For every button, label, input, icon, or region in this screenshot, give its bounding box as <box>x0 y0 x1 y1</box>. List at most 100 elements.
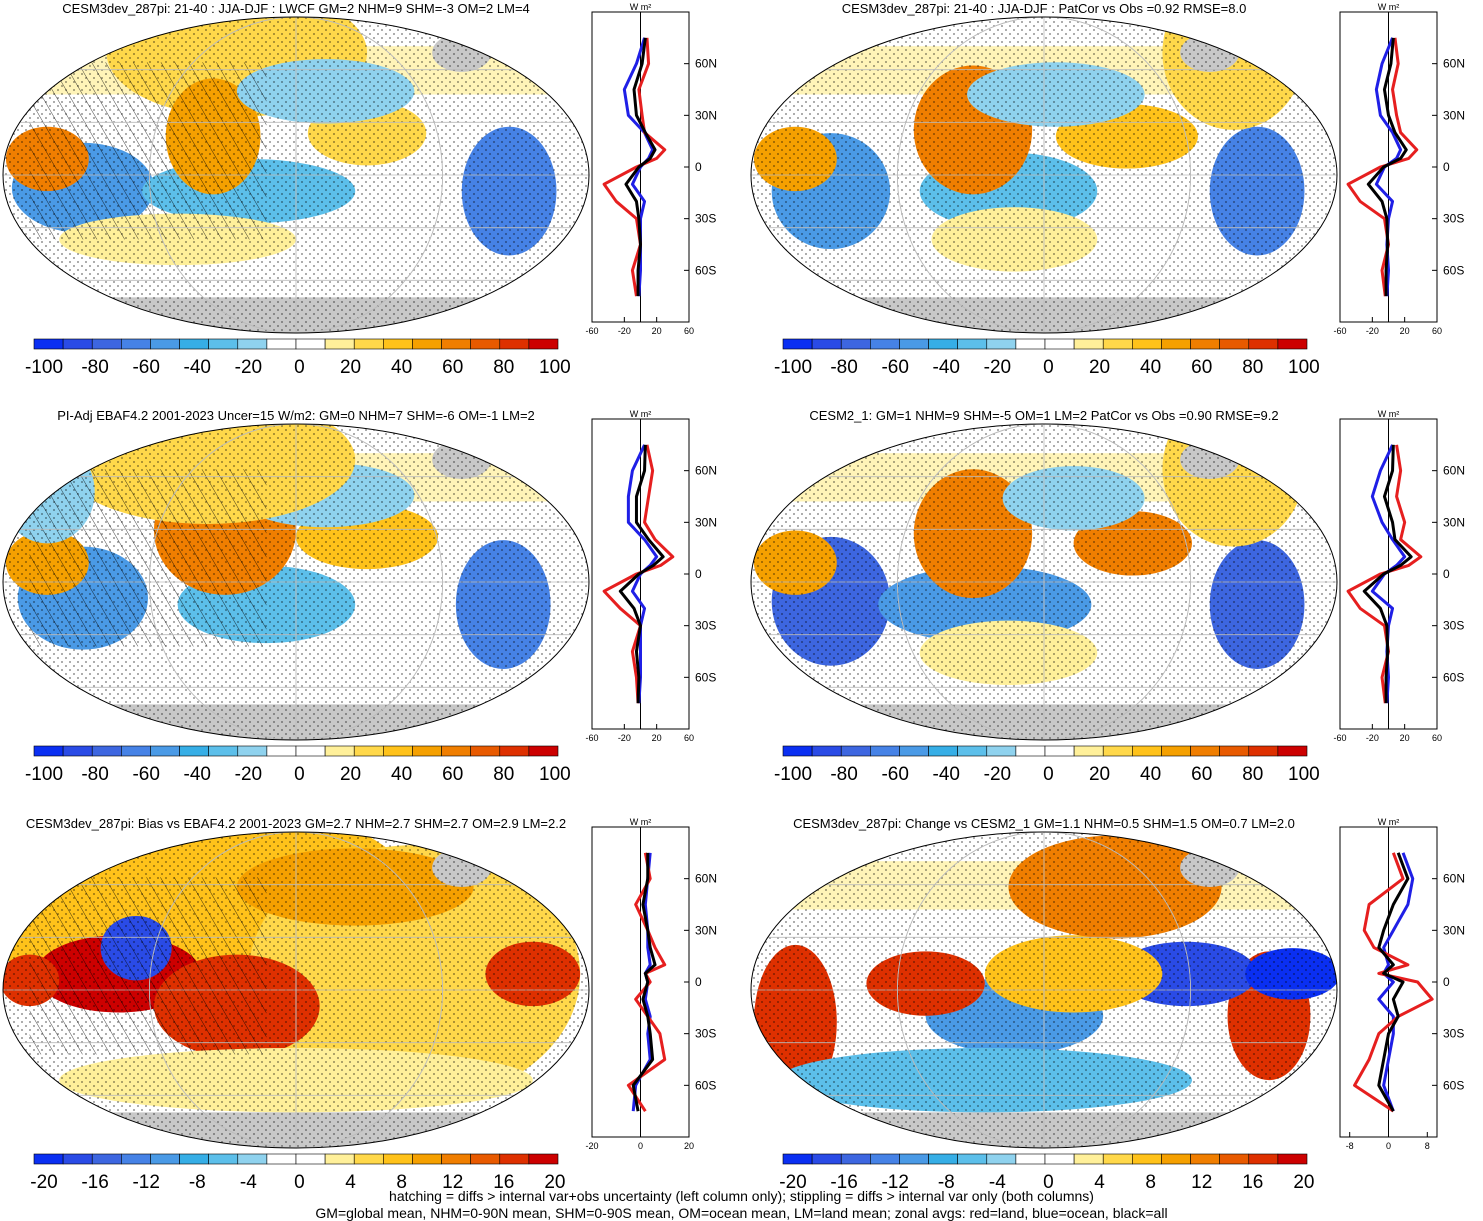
x-tick-label: -20 <box>585 1141 598 1151</box>
x-tick-label: 20 <box>1400 326 1410 336</box>
colorbar-tick-label: 80 <box>493 764 514 785</box>
x-tick-label: -60 <box>585 733 598 743</box>
colorbar-tick-label: 20 <box>1089 764 1110 785</box>
colorbar-swatch <box>1161 338 1191 350</box>
colorbar-swatch <box>412 338 442 350</box>
colorbar-swatch <box>928 1153 958 1165</box>
colorbar-swatch <box>928 745 958 757</box>
colorbar-swatch <box>441 1153 471 1165</box>
colorbar-swatch <box>266 745 297 757</box>
zonal-line-all <box>1377 852 1410 1112</box>
colorbar-tick-label: 80 <box>1242 357 1263 378</box>
colorbar-swatch <box>1102 745 1133 757</box>
colorbar-tick-label: -40 <box>184 764 211 785</box>
colorbar-swatch <box>295 1153 326 1165</box>
colorbar-tick-label: 12 <box>442 1172 463 1193</box>
lat-tick-label: 30N <box>695 923 717 937</box>
lat-tick-label: 60S <box>695 263 716 277</box>
colorbar-swatch <box>811 338 842 350</box>
panel-title: CESM3dev_287pi: Change vs CESM2_1 GM=1.1… <box>793 816 1295 831</box>
colorbar-tick-label: -16 <box>830 1172 857 1193</box>
hatching <box>29 877 267 1055</box>
map <box>751 832 1337 1148</box>
zonal-line-all <box>1366 37 1408 297</box>
colorbar-tick-label: -8 <box>189 1172 206 1193</box>
lat-tick-label: 30N <box>1443 515 1465 529</box>
x-tick-label: 60 <box>684 326 694 336</box>
colorbar-tick-label: 8 <box>396 1172 407 1193</box>
zonal-mean-plot: W m² -20 0 20 60N 30N 0 30S 60S <box>585 817 717 1151</box>
colorbar-swatch <box>1248 1153 1279 1165</box>
colorbar-swatch <box>1190 1153 1220 1165</box>
colorbar-swatch <box>811 745 842 757</box>
colorbar: -100 -80 -60 -40 -20 0 20 40 60 80 100 <box>25 338 571 378</box>
colorbar-swatch <box>266 1153 297 1165</box>
lat-tick-label: 60S <box>1443 1078 1464 1092</box>
colorbar-tick-label: -4 <box>240 1172 257 1193</box>
lat-tick-label: 0 <box>695 975 702 989</box>
colorbar-swatch <box>1044 338 1075 350</box>
panel-5: CESM3dev_287pi: Bias vs EBAF4.2 2001-202… <box>2 816 717 1193</box>
colorbar-swatch <box>499 745 530 757</box>
colorbar-swatch <box>33 745 64 757</box>
lat-tick-label: 30S <box>695 1027 716 1041</box>
colorbar-tick-label: 80 <box>1242 764 1263 785</box>
colorbar-swatch <box>928 338 958 350</box>
lat-tick-label: 0 <box>1443 567 1450 581</box>
map <box>751 424 1337 740</box>
colorbar-tick-label: 80 <box>493 357 514 378</box>
graticule-line <box>148 424 444 740</box>
colorbar-swatch <box>782 338 813 350</box>
zonal-line-all <box>618 444 665 704</box>
zonal-line-ocean <box>1377 852 1415 1112</box>
colorbar-tick-label: -40 <box>184 357 211 378</box>
colorbar-swatch <box>1248 745 1279 757</box>
colorbar-tick-label: 60 <box>1191 357 1212 378</box>
colorbar-swatch <box>1073 338 1104 350</box>
map-border <box>2 831 590 1149</box>
graticule-line <box>148 832 444 1148</box>
colorbar-tick-label: -4 <box>989 1172 1006 1193</box>
colorbar-tick-label: -80 <box>81 357 108 378</box>
lat-tick-label: 60N <box>695 57 717 71</box>
zonal-line-ocean <box>626 444 659 704</box>
colorbar-swatch <box>324 745 355 757</box>
colorbar-swatch <box>782 1153 813 1165</box>
lat-tick-label: 30N <box>1443 923 1465 937</box>
lat-tick-label: 60S <box>695 1078 716 1092</box>
colorbar-swatch <box>528 745 559 757</box>
colorbar-tick-label: -20 <box>30 1172 57 1193</box>
colorbar-tick-label: -60 <box>132 357 159 378</box>
colorbar-swatch <box>840 745 871 757</box>
colorbar-tick-label: -40 <box>933 357 960 378</box>
colorbar-swatch <box>179 1153 209 1165</box>
panel-3: PI-Adj EBAF4.2 2001-2023 Uncer=15 W/m2: … <box>2 408 717 785</box>
x-tick-label: -20 <box>618 733 631 743</box>
colorbar-tick-label: -12 <box>881 1172 908 1193</box>
colorbar-tick-label: 16 <box>1242 1172 1263 1193</box>
colorbar-swatch <box>782 745 813 757</box>
colorbar-swatch <box>899 1153 929 1165</box>
colorbar-tick-label: 40 <box>391 357 412 378</box>
x-tick-label: 60 <box>684 733 694 743</box>
lat-tick-label: 30N <box>695 108 717 122</box>
colorbar-swatch <box>499 1153 530 1165</box>
lat-tick-label: 0 <box>1443 975 1450 989</box>
map-border <box>2 423 590 741</box>
colorbar-tick-label: 20 <box>1293 1172 1314 1193</box>
colorbar-tick-label: 0 <box>294 764 305 785</box>
colorbar-swatch <box>986 338 1017 350</box>
panel-title: CESM3dev_287pi: Bias vs EBAF4.2 2001-202… <box>26 816 566 831</box>
colorbar-tick-label: 16 <box>493 1172 514 1193</box>
panel-title: CESM3dev_287pi: 21-40 : JJA-DJF : PatCor… <box>842 1 1247 16</box>
panel-2: CESM3dev_287pi: 21-40 : JJA-DJF : PatCor… <box>750 1 1465 378</box>
colorbar-tick-label: 4 <box>1094 1172 1105 1193</box>
lat-tick-label: 30N <box>695 515 717 529</box>
colorbar-swatch <box>266 338 297 350</box>
panel-1: CESM3dev_287pi: 21-40 : JJA-DJF : LWCF G… <box>2 1 717 378</box>
colorbar-tick-label: 4 <box>345 1172 356 1193</box>
zonal-mean-plot: W m² -60 -20 20 60 60N 30N 0 30S 60S <box>585 2 717 336</box>
colorbar-tick-label: 0 <box>1043 1172 1054 1193</box>
graticule-line <box>897 424 1192 740</box>
